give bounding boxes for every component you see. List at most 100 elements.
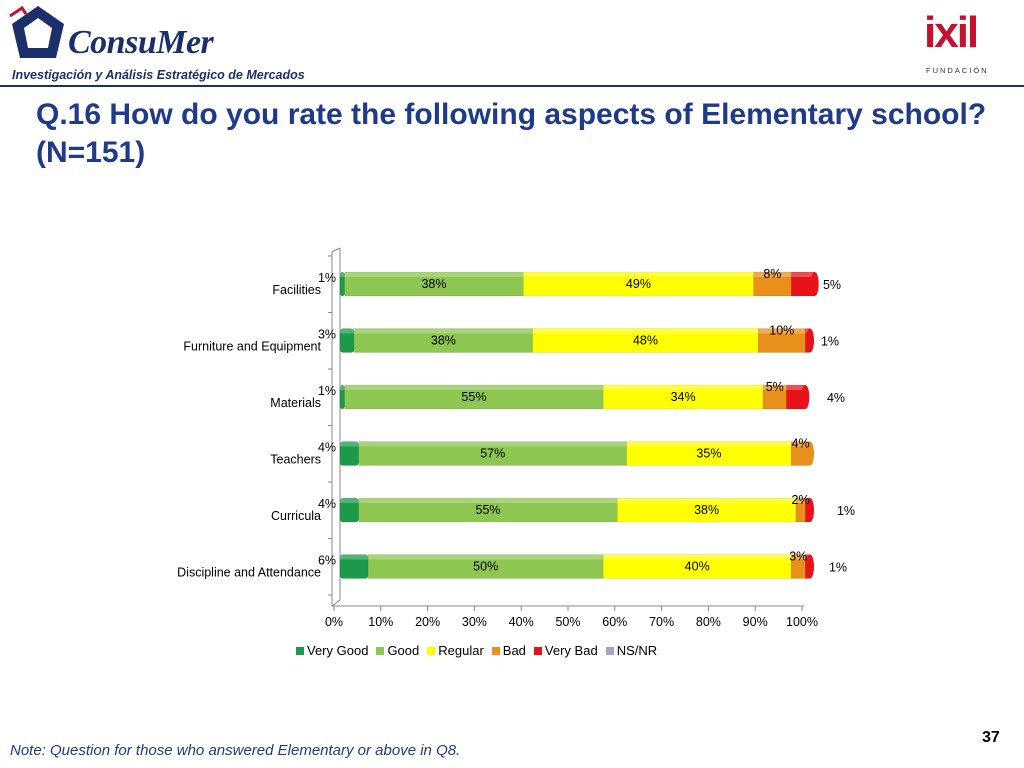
- bar-highlight: [340, 498, 359, 503]
- legend-label: Good: [387, 643, 420, 658]
- chart-floor-edge: [331, 599, 341, 607]
- category-label: Discipline and Attendance: [177, 566, 321, 580]
- data-label: 4%: [318, 497, 336, 511]
- data-label: 3%: [789, 550, 807, 564]
- bar-highlight: [358, 441, 627, 447]
- bar-highlight: [753, 272, 792, 277]
- legend-item: Bad: [491, 643, 526, 658]
- bar-segment-good: [358, 497, 618, 523]
- bar-highlight: [626, 441, 792, 447]
- x-tick-label: 60%: [602, 615, 627, 629]
- bar-highlight: [791, 554, 806, 560]
- data-label: 1%: [829, 561, 847, 575]
- bar-end-cap: [806, 441, 814, 466]
- data-label: 38%: [694, 503, 719, 517]
- data-label: 48%: [633, 334, 658, 348]
- legend-label: Very Bad: [544, 643, 598, 658]
- bar-segment-regular: [532, 328, 759, 353]
- bar-highlight: [795, 498, 806, 503]
- data-label: 10%: [769, 324, 794, 338]
- chart-legend: Very Good Good Regular Bad Very Bad NS/NR: [296, 643, 665, 658]
- data-label: 57%: [480, 447, 505, 461]
- bar-segment-regular: [523, 271, 754, 297]
- category-label: Curricula: [271, 509, 321, 523]
- data-label: 1%: [837, 504, 855, 518]
- bar-highlight: [603, 554, 792, 560]
- data-label: 38%: [431, 334, 456, 348]
- bar-end-cap: [806, 328, 814, 353]
- bar-highlight: [603, 385, 763, 390]
- stacked-bar-chart: 0% 10% 20% 30% 40% 50% 60% 70% 80% 90% 100% Facilit…: [177, 247, 855, 629]
- bar-end-cap: [810, 272, 819, 296]
- bar-highlight: [532, 328, 759, 334]
- legend-swatch: [296, 646, 304, 655]
- legend-label: Bad: [502, 643, 526, 658]
- partner-logo-sub: FUNDACIÓN: [926, 66, 989, 75]
- logo-name: ConsuMer: [68, 24, 214, 61]
- bar-segment-bad: [753, 271, 792, 297]
- data-label: 1%: [318, 271, 336, 285]
- legend-item: Very Good: [296, 643, 368, 658]
- bar-segment-good: [344, 384, 604, 410]
- bar-highlight: [368, 554, 604, 560]
- category-label: Materials: [270, 396, 321, 410]
- bar-end-cap: [806, 498, 814, 522]
- x-tick-label: 80%: [696, 615, 721, 629]
- data-label: 4%: [792, 437, 810, 451]
- data-label: 49%: [626, 277, 651, 291]
- bar-end-cap: [801, 385, 810, 409]
- bar-highlight: [358, 498, 618, 503]
- data-label: 2%: [792, 493, 810, 507]
- x-tick-label: 20%: [415, 615, 440, 629]
- data-label: 50%: [473, 560, 498, 574]
- data-label: 1%: [821, 335, 839, 349]
- bar-highlight: [344, 272, 524, 277]
- data-label: 4%: [827, 391, 845, 405]
- chart-wall-top: [331, 247, 341, 253]
- logo-tagline: Investigación y Análisis Estratégico de …: [12, 68, 305, 82]
- data-label: 55%: [476, 503, 501, 517]
- data-label: 34%: [671, 390, 696, 404]
- bar-segment-good: [344, 271, 524, 297]
- bar-highlight: [340, 328, 355, 334]
- data-label: 8%: [763, 267, 781, 281]
- bar-highlight: [617, 498, 796, 503]
- partner-logo-mark: ixil: [924, 8, 979, 57]
- bar-highlight: [758, 328, 806, 334]
- header-rule: [0, 85, 1024, 87]
- legend-swatch: [491, 646, 500, 655]
- data-label: 35%: [696, 447, 721, 461]
- legend-swatch: [533, 646, 542, 655]
- bar-highlight: [523, 272, 754, 277]
- bar-segment-regular: [617, 497, 797, 523]
- x-tick-label: 0%: [325, 615, 343, 629]
- bar-segment-good: [358, 441, 627, 466]
- legend-label: Very Good: [307, 643, 369, 658]
- x-tick-label: 90%: [743, 615, 768, 629]
- bar-highlight: [354, 328, 533, 334]
- ixil-logo: ixil FUNDACIÓN: [922, 8, 1002, 78]
- data-label: 4%: [318, 441, 336, 455]
- category-label: Furniture and Equipment: [183, 340, 321, 354]
- bar-segment-regular: [602, 554, 792, 579]
- bar-highlight: [340, 441, 359, 447]
- data-label: 3%: [318, 328, 336, 342]
- page-title: Q.16 How do you rate the following aspec…: [36, 98, 987, 169]
- bar-highlight: [340, 272, 345, 277]
- category-label: Facilities: [272, 283, 321, 297]
- x-tick-label: 10%: [368, 615, 393, 629]
- data-label: 1%: [318, 384, 336, 398]
- legend-swatch: [376, 646, 385, 655]
- x-tick-label: 30%: [462, 615, 487, 629]
- bar-highlight: [791, 272, 815, 277]
- x-tick-label: 70%: [649, 615, 674, 629]
- legend-label: NS/NR: [616, 643, 658, 658]
- bar-segment-good: [367, 554, 604, 579]
- bar-highlight: [340, 554, 369, 560]
- legend-swatch: [605, 646, 614, 655]
- bar-highlight: [340, 385, 345, 390]
- pentagon-logo-icon: [9, 5, 64, 58]
- legend-item: NS/NR: [605, 643, 658, 658]
- data-label: 40%: [685, 560, 710, 574]
- x-tick-label: 100%: [786, 615, 818, 629]
